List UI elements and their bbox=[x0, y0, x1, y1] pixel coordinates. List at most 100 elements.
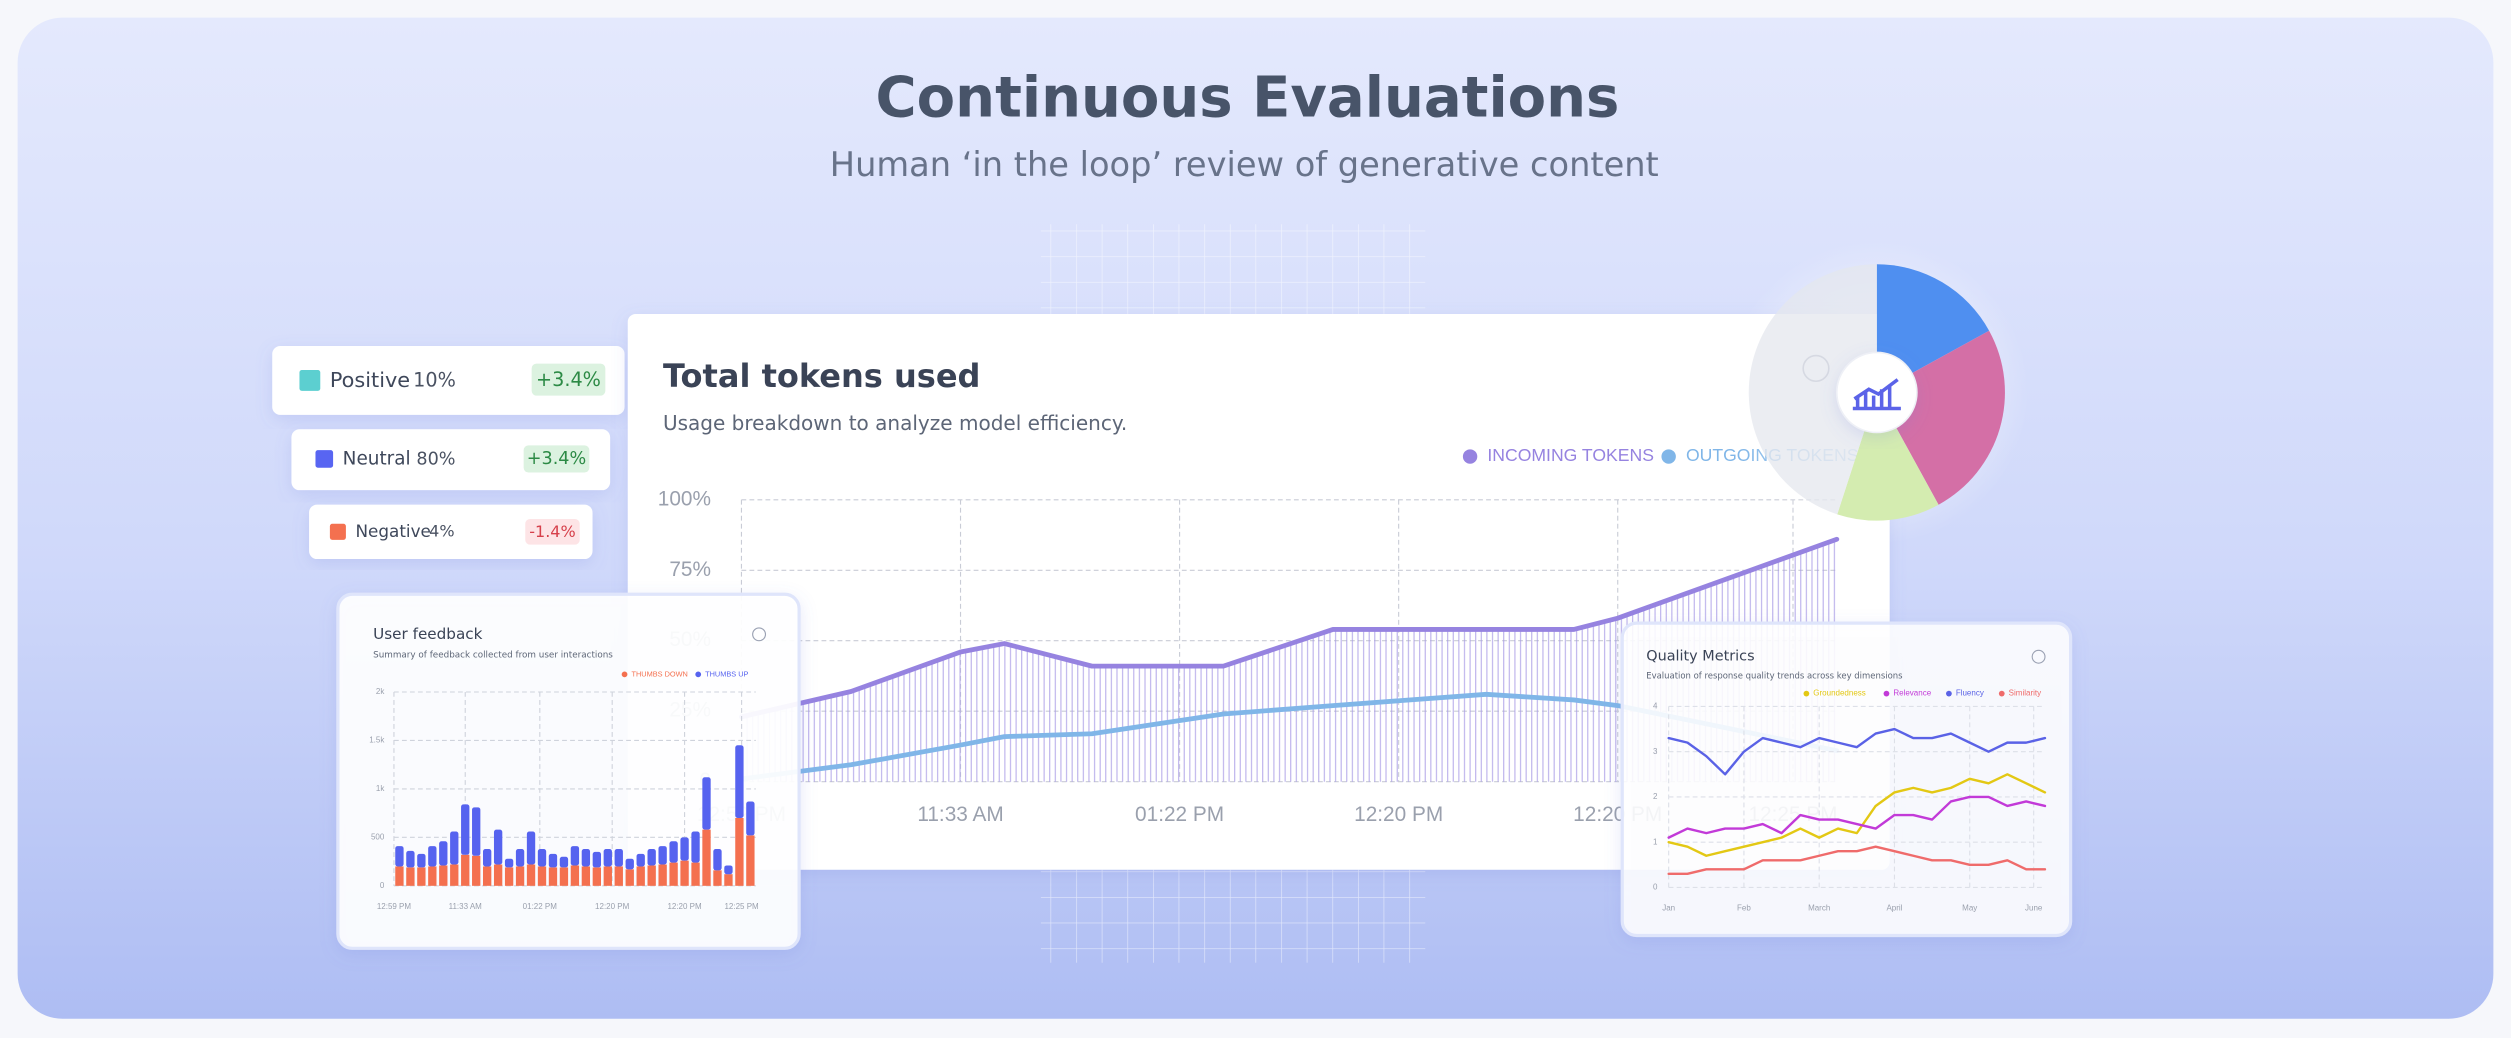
x-tick-label: March bbox=[1808, 903, 1830, 912]
legend-swatch bbox=[1462, 449, 1478, 464]
bar-segment bbox=[625, 858, 634, 870]
line bbox=[739, 691, 1840, 782]
chart-subtitle: Usage breakdown to analyze model efficie… bbox=[663, 411, 1127, 435]
y-tick-label: 4 bbox=[1653, 702, 1658, 711]
pie-slice bbox=[1876, 330, 2005, 505]
legend-label: Relevance bbox=[1893, 689, 1931, 698]
bar-segment bbox=[570, 865, 580, 886]
bar-segment bbox=[461, 854, 470, 886]
x-tick-label: 12:20 PM bbox=[667, 902, 702, 911]
bar-segment bbox=[472, 855, 481, 886]
bar-segment bbox=[406, 850, 415, 868]
line bbox=[1667, 727, 2047, 776]
line bbox=[1667, 795, 2047, 839]
change-value: +3.4% bbox=[536, 368, 601, 391]
bar-segment bbox=[439, 841, 448, 866]
feedback-chart: User feedback Summary of feedback collec… bbox=[336, 592, 801, 950]
legend-label: Similarity bbox=[2009, 689, 2041, 698]
legend-swatch bbox=[695, 671, 702, 678]
bar-segment bbox=[581, 866, 591, 886]
bar-segment bbox=[537, 848, 547, 867]
bar-segment bbox=[625, 869, 634, 886]
y-tick-label: 1 bbox=[1653, 837, 1658, 846]
pie-slice bbox=[1748, 264, 1877, 515]
bar-segment bbox=[570, 846, 580, 866]
legend-label: THUMBS DOWN bbox=[631, 669, 687, 678]
sentiment-share: 10% bbox=[413, 369, 456, 392]
chart-subtitle: Summary of feedback collected from user … bbox=[373, 651, 613, 661]
bar-segment bbox=[647, 848, 656, 866]
bar-segment bbox=[395, 846, 404, 867]
bar-segment bbox=[746, 835, 755, 886]
bar-segment bbox=[439, 865, 448, 886]
bar-segment bbox=[428, 866, 437, 886]
legend-swatch bbox=[1661, 449, 1676, 464]
y-tick-label: 0 bbox=[1653, 883, 1658, 892]
sentiment-label: Positive bbox=[330, 368, 410, 392]
page-title: Continuous Evaluations bbox=[876, 66, 1620, 131]
bar-segment bbox=[526, 831, 536, 865]
bar-segment bbox=[735, 745, 744, 818]
bar-segment bbox=[450, 864, 459, 886]
pie-slice bbox=[1876, 264, 1990, 393]
quality-chart: Quality Metrics Evaluation of response q… bbox=[1620, 621, 2073, 938]
change-badge bbox=[525, 519, 580, 545]
bar-segment bbox=[515, 848, 525, 867]
grid-decoration bbox=[1040, 224, 1426, 314]
bar-segment bbox=[691, 862, 700, 886]
bar-segment bbox=[658, 846, 667, 865]
bar-segment bbox=[592, 851, 602, 868]
change-value: -1.4% bbox=[529, 522, 575, 541]
sentiment-label: Neutral bbox=[343, 449, 411, 470]
line bbox=[1667, 773, 2047, 857]
bar-segment bbox=[592, 867, 602, 886]
legend-swatch bbox=[1998, 690, 2005, 697]
sentiment-label: Negative bbox=[356, 521, 431, 541]
bar-segment bbox=[548, 853, 558, 868]
legend-swatch bbox=[621, 671, 628, 678]
sentiment-swatch bbox=[315, 450, 334, 468]
bar-segment bbox=[636, 866, 645, 886]
bar-segment bbox=[559, 867, 569, 886]
info-icon bbox=[2031, 649, 2046, 664]
x-tick-label: 12:59 PM bbox=[377, 902, 412, 911]
line bbox=[1667, 845, 2047, 876]
bar-segment bbox=[713, 848, 722, 871]
bar-segment bbox=[493, 864, 503, 886]
sentiment-share: 80% bbox=[416, 450, 455, 470]
bar-segment bbox=[680, 860, 689, 886]
sentiment-swatch bbox=[329, 523, 346, 540]
y-tick-label: 75% bbox=[669, 558, 711, 581]
pie-slice bbox=[1837, 392, 1939, 521]
bar-segment bbox=[548, 867, 558, 886]
bar-segment bbox=[702, 777, 711, 830]
bar-segment bbox=[428, 846, 437, 867]
y-tick-label: 2k bbox=[376, 687, 385, 696]
y-tick-label: 0 bbox=[380, 881, 385, 890]
legend-label: Groundedness bbox=[1813, 689, 1865, 698]
grid-decoration bbox=[1040, 869, 1426, 963]
bar-segment bbox=[746, 801, 755, 836]
legend-swatch bbox=[1946, 690, 1952, 697]
page-subtitle: Human ‘in the loop’ review of generative… bbox=[830, 145, 1659, 184]
sentiment-cards: Positive 10% +3.4% Neutral 80% +3.4% Neg… bbox=[272, 346, 625, 560]
bar-segment bbox=[450, 831, 459, 865]
bar-segment bbox=[581, 848, 591, 867]
bar-segment bbox=[658, 864, 667, 886]
x-tick-label: Jan bbox=[1662, 903, 1675, 912]
pie-center bbox=[1802, 351, 1918, 434]
bar-segment bbox=[504, 858, 514, 868]
bar-segment bbox=[713, 870, 722, 886]
sentiment-card bbox=[291, 429, 611, 491]
bar-segment bbox=[702, 829, 711, 886]
change-value: +3.4% bbox=[527, 449, 586, 469]
chart-title: Quality Metrics bbox=[1646, 649, 1754, 665]
bar-segment bbox=[537, 866, 547, 886]
bar-segment bbox=[614, 848, 623, 867]
x-tick-label: 11:33 AM bbox=[917, 803, 1003, 826]
change-badge bbox=[531, 363, 606, 396]
x-tick-label: 01:22 PM bbox=[1135, 803, 1224, 826]
chart-title: Total tokens used bbox=[663, 357, 980, 395]
